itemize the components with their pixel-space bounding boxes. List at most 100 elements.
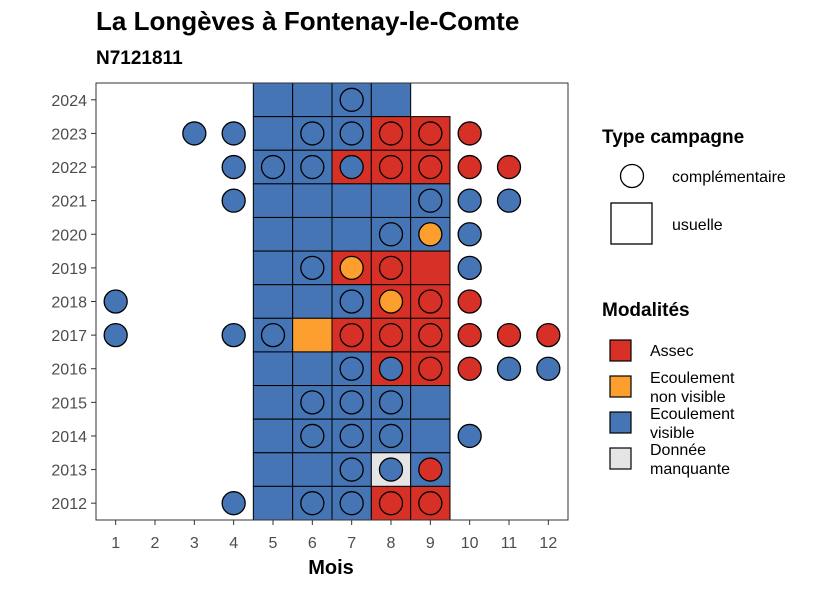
point-2020-10 <box>457 222 482 247</box>
point-2023-8 <box>378 121 404 146</box>
tile-2017-6 <box>292 317 333 353</box>
point-2013-7 <box>339 457 364 482</box>
usuelle-tiles <box>252 82 451 521</box>
y-tick-label: 2014 <box>51 429 87 446</box>
tile-2021-5 <box>252 183 294 218</box>
point-2016-10 <box>457 356 482 381</box>
point-2017-5 <box>260 322 286 348</box>
point-2017-8 <box>378 322 404 348</box>
y-tick-label: 2016 <box>51 362 87 379</box>
y-tick-label: 2017 <box>51 328 87 345</box>
tile-2019-5 <box>252 250 294 286</box>
point-2019-7 <box>339 255 364 281</box>
legend-label-ecoulement_visible: visible <box>650 425 695 442</box>
tile-2024-6 <box>292 82 333 118</box>
point-2022-5 <box>260 154 286 180</box>
tile-2019-9 <box>410 250 451 286</box>
tile-2024-5 <box>252 82 294 118</box>
tile-2016-6 <box>292 351 333 387</box>
x-axis-title: Mois <box>308 557 354 579</box>
point-2022-4 <box>221 154 246 180</box>
point-2021-9 <box>418 188 443 213</box>
tile-2015-5 <box>252 385 294 420</box>
tile-2020-6 <box>292 216 333 252</box>
x-tick-label: 11 <box>501 535 518 552</box>
point-2023-3 <box>182 121 207 146</box>
point-2020-8 <box>378 222 404 247</box>
y-tick-label: 2024 <box>51 93 87 110</box>
tile-2023-5 <box>252 116 294 151</box>
legend-key-ecoulement_visible <box>609 411 632 434</box>
legend-circle-symbol <box>619 163 645 189</box>
y-tick-label: 2020 <box>51 227 87 244</box>
tile-2021-7 <box>331 183 372 218</box>
point-2020-9 <box>418 222 443 247</box>
point-2015-6 <box>300 390 325 415</box>
point-2023-7 <box>339 121 364 146</box>
legend-type-complementaire: complémentaire <box>672 169 786 186</box>
y-tick-label: 2012 <box>51 496 87 513</box>
point-2024-7 <box>339 87 364 112</box>
point-2015-7 <box>339 390 364 415</box>
point-2022-10 <box>457 154 482 180</box>
x-tick-label: 6 <box>308 535 317 552</box>
point-2017-4 <box>221 322 246 348</box>
point-2018-1 <box>103 289 128 314</box>
y-tick-label: 2019 <box>51 261 87 278</box>
legend-label-assec: Assec <box>650 343 694 360</box>
point-2015-8 <box>378 390 404 415</box>
chart-subtitle: N7121811 <box>96 48 183 69</box>
x-tick-label: 9 <box>426 535 435 552</box>
legend-label-ecoulement_visible: Ecoulement <box>650 406 735 423</box>
legend-square-symbol <box>610 202 653 245</box>
tile-2014-9 <box>410 418 451 454</box>
tile-2013-6 <box>292 452 333 487</box>
point-2013-9 <box>418 457 443 482</box>
point-2018-10 <box>457 289 482 314</box>
point-2023-6 <box>300 121 325 146</box>
tile-2014-5 <box>252 418 294 454</box>
point-2016-9 <box>418 356 443 381</box>
tile-2015-9 <box>410 385 451 420</box>
point-2022-9 <box>418 154 443 180</box>
legend: Type campagne complémentaire usuelle Mod… <box>602 127 786 478</box>
complementaire-points <box>103 87 561 516</box>
point-2014-6 <box>300 423 325 449</box>
tile-2021-6 <box>292 183 333 218</box>
x-tick-label: 2 <box>151 535 160 552</box>
x-tick-label: 5 <box>269 535 278 552</box>
x-axis: 1 2 3 4 5 6 7 8 9 10 11 12 <box>111 520 557 552</box>
point-2022-8 <box>378 154 404 180</box>
tile-2012-5 <box>252 485 294 521</box>
x-tick-label: 1 <box>111 535 120 552</box>
point-2014-8 <box>378 423 404 449</box>
legend-modalites-title: Modalités <box>602 300 690 321</box>
point-2019-10 <box>457 255 482 281</box>
point-2017-11 <box>496 322 522 348</box>
legend-label-donnee_manquante: manquante <box>650 461 730 478</box>
point-2022-6 <box>300 154 325 180</box>
x-tick-label: 10 <box>461 535 479 552</box>
point-2012-7 <box>339 491 364 516</box>
y-axis: 2012 2013 2014 2015 2016 2017 2018 2019 2020 2021… <box>51 93 96 513</box>
tile-2020-7 <box>331 216 372 252</box>
x-tick-label: 8 <box>387 535 396 552</box>
point-2023-10 <box>457 121 482 146</box>
legend-label-ecoulement_non_visible: Ecoulement <box>650 370 735 387</box>
y-tick-label: 2021 <box>51 194 87 211</box>
point-2014-7 <box>339 423 364 449</box>
y-tick-label: 2022 <box>51 160 87 177</box>
legend-key-assec <box>609 339 632 362</box>
point-2018-9 <box>418 289 443 314</box>
tile-2016-5 <box>252 351 294 387</box>
point-2018-7 <box>339 289 364 314</box>
point-2021-4 <box>221 188 246 213</box>
y-tick-label: 2013 <box>51 463 87 480</box>
point-2016-11 <box>496 356 522 381</box>
point-2013-8 <box>378 457 404 482</box>
point-2017-12 <box>536 322 561 348</box>
point-2016-7 <box>339 356 364 381</box>
point-2012-9 <box>418 491 443 516</box>
point-2019-8 <box>378 255 404 281</box>
point-2021-11 <box>496 188 522 213</box>
